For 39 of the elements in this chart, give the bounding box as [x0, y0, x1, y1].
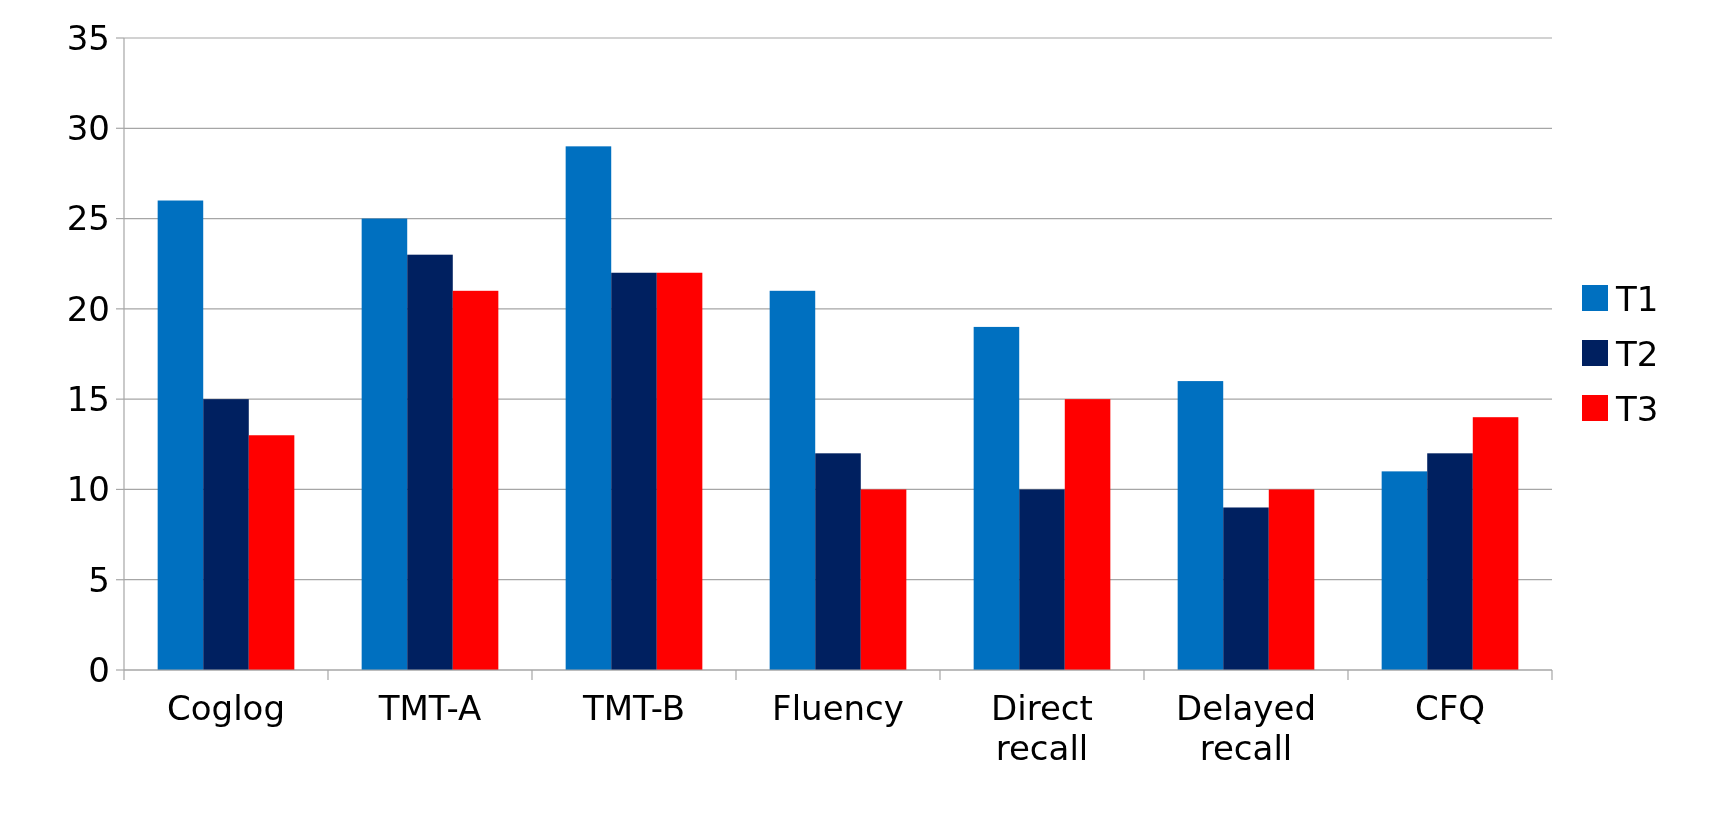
- bar: [452, 290, 499, 670]
- legend-label: T1: [1615, 278, 1659, 319]
- bar: [1019, 489, 1065, 670]
- bar: [815, 453, 861, 670]
- bar: [973, 326, 1020, 670]
- y-tick-label: 20: [66, 288, 110, 329]
- x-tick-label: Fluency: [772, 688, 904, 728]
- y-tick-label: 10: [66, 469, 110, 510]
- bar: [1064, 399, 1111, 670]
- bar: [1268, 489, 1315, 670]
- bar: [860, 489, 907, 670]
- legend-label: T2: [1615, 333, 1659, 374]
- y-tick-label: 15: [66, 379, 110, 420]
- bar: [1472, 417, 1519, 670]
- y-tick-label: 0: [88, 649, 110, 690]
- x-tick-label: Coglog: [167, 688, 285, 728]
- bar: [361, 218, 408, 670]
- x-tick-label: Delayed recall: [1175, 688, 1317, 768]
- bar: [248, 435, 295, 670]
- y-tick-label: 25: [66, 198, 110, 239]
- bar: [1381, 471, 1428, 670]
- x-tick-label: TMT-B: [581, 688, 686, 728]
- y-tick-label: 5: [88, 559, 110, 600]
- bar: [1223, 507, 1269, 670]
- bar: [565, 146, 612, 670]
- bar: [203, 399, 249, 670]
- bar: [656, 272, 703, 670]
- bar: [157, 200, 204, 670]
- y-tick-label: 30: [66, 108, 110, 149]
- bar: [769, 290, 816, 670]
- y-tick-label: 35: [66, 17, 110, 58]
- x-tick-label: CFQ: [1414, 688, 1486, 728]
- legend-label: T3: [1615, 388, 1659, 429]
- bar: [611, 272, 657, 670]
- x-tick-label: Direct recall: [991, 688, 1093, 768]
- bar: [407, 254, 453, 670]
- bar: [1427, 453, 1473, 670]
- bar: [1177, 381, 1224, 670]
- x-tick-label: TMT-A: [377, 688, 482, 728]
